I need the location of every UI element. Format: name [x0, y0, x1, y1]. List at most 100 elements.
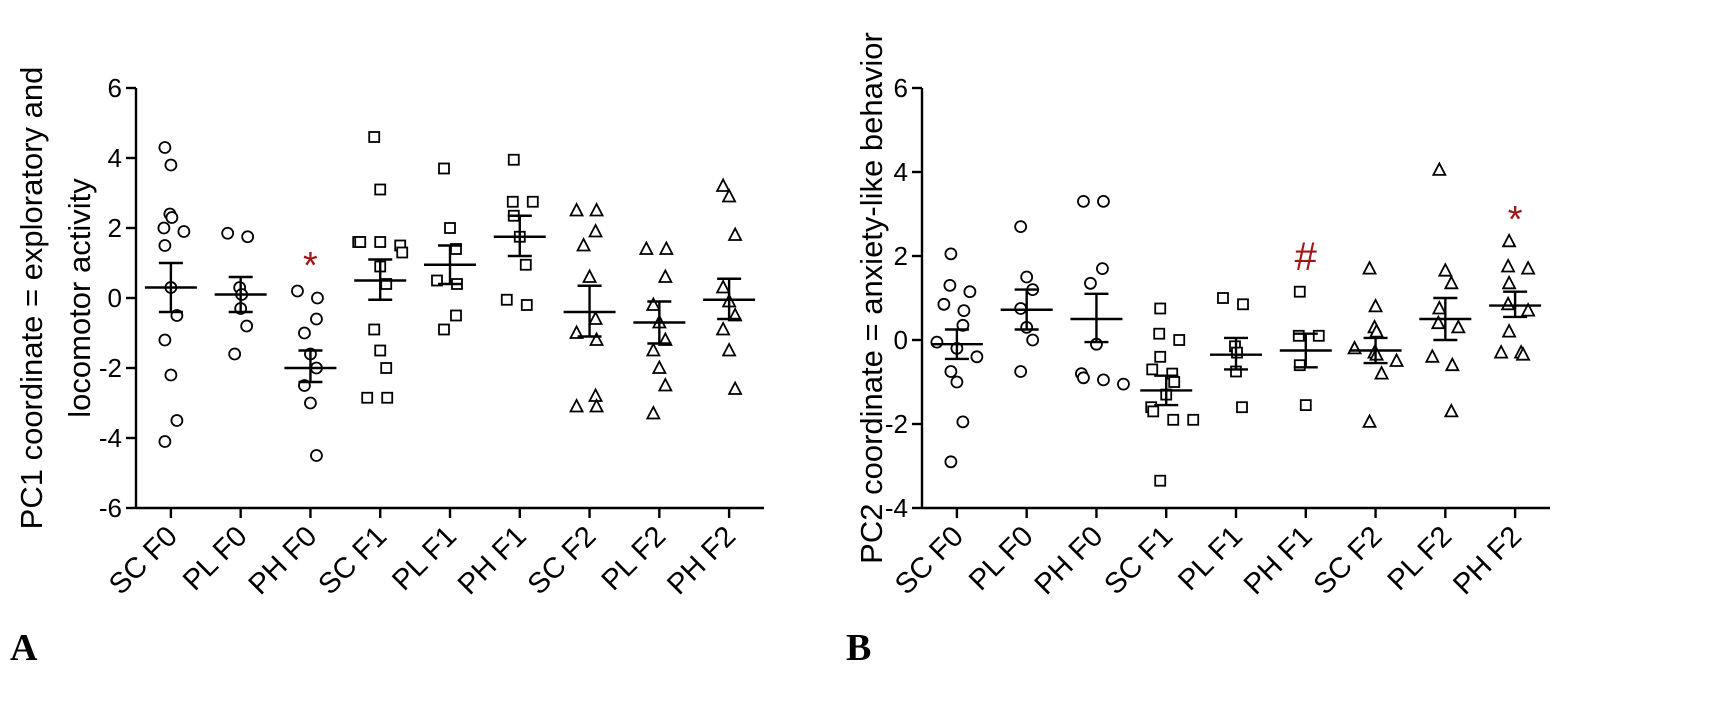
asterisk-annotation: *: [303, 245, 318, 287]
data-point: [1237, 298, 1249, 311]
data-point: [1430, 314, 1446, 330]
data-point: [1299, 399, 1312, 412]
x-tick-label: PL F1: [1172, 520, 1249, 597]
data-point: [374, 344, 387, 357]
hash-annotation: #: [1295, 235, 1318, 279]
data-point: [569, 398, 585, 413]
x-tick-label: PH F1: [452, 520, 533, 601]
x-tick-label: SC F1: [1098, 520, 1179, 601]
data-point: [1443, 402, 1459, 418]
x-tick-label: PL F2: [596, 520, 673, 597]
data-point: [1026, 333, 1040, 347]
data-point: [721, 342, 737, 357]
data-point: [1097, 373, 1110, 387]
data-point: [1501, 274, 1517, 290]
y-tick-label: -4: [99, 423, 122, 453]
data-point: [304, 396, 317, 410]
y-tick-label: -2: [99, 353, 122, 383]
data-point: [588, 387, 604, 402]
data-point: [727, 380, 743, 395]
data-point: [651, 359, 667, 374]
data-point: [221, 226, 235, 240]
data-point: [645, 296, 661, 311]
data-point: [569, 324, 585, 339]
x-tick-label: PH F1: [1238, 520, 1319, 601]
y-axis-title: locomotor activity: [62, 178, 97, 418]
data-point: [177, 225, 191, 238]
data-point: [589, 398, 605, 413]
x-tick-label: PH F0: [243, 520, 324, 601]
data-point: [240, 319, 254, 333]
x-tick-label: SC F0: [889, 520, 970, 601]
data-point: [715, 279, 731, 294]
data-point: [241, 230, 255, 244]
data-point: [576, 237, 592, 252]
panel-label: A: [10, 627, 38, 669]
data-point: [1173, 334, 1186, 346]
data-point: [361, 391, 374, 404]
data-point: [374, 236, 387, 248]
y-tick-label: -2: [885, 409, 908, 439]
data-point: [291, 284, 304, 298]
data-point: [158, 141, 172, 154]
y-tick-label: 4: [108, 143, 122, 173]
data-point: [1444, 356, 1460, 372]
data-point: [381, 391, 394, 404]
y-axis-title: PC1 coordinate = exploratory and: [14, 67, 49, 530]
data-point: [1437, 262, 1453, 277]
data-point: [582, 268, 598, 283]
x-tick-label: PH F0: [1029, 520, 1110, 601]
data-point: [1369, 323, 1385, 338]
data-point: [500, 293, 513, 306]
data-point: [589, 331, 605, 346]
data-point: [158, 435, 172, 448]
data-point: [1168, 376, 1181, 388]
x-tick-label: PL F2: [1382, 520, 1459, 597]
data-point: [1500, 258, 1516, 273]
data-point: [956, 415, 970, 429]
data-point: [1292, 329, 1305, 342]
data-point: [1362, 260, 1378, 275]
data-point: [1515, 346, 1531, 361]
data-point: [957, 304, 971, 318]
data-point: [164, 158, 178, 172]
data-point: [1374, 365, 1390, 380]
y-tick-label: 0: [108, 283, 122, 313]
y-tick-label: 2: [894, 241, 908, 271]
data-point: [1154, 350, 1167, 363]
data-point: [1153, 327, 1166, 340]
data-point: [1431, 161, 1447, 176]
data-point: [1424, 348, 1440, 363]
data-point: [519, 258, 532, 271]
data-point: [1431, 300, 1447, 315]
data-point: [727, 226, 743, 241]
data-point: [520, 299, 533, 311]
data-point: [589, 202, 605, 217]
data-point: [1312, 329, 1325, 342]
data-point: [1077, 371, 1090, 385]
data-point: [170, 414, 184, 427]
data-point: [310, 449, 323, 462]
data-point: [1020, 270, 1034, 284]
data-point: [1096, 262, 1109, 276]
data-point: [721, 188, 737, 203]
y-tick-label: 2: [108, 213, 122, 243]
x-tick-label: PL F0: [963, 520, 1040, 597]
data-point: [354, 236, 367, 248]
x-tick-label: SC F1: [312, 520, 393, 601]
data-point: [1014, 365, 1028, 378]
data-point: [1147, 405, 1160, 418]
y-tick-label: 0: [894, 325, 908, 355]
data-point: [1167, 413, 1180, 426]
data-point: [298, 326, 311, 340]
data-point: [374, 183, 387, 196]
data-point: [950, 375, 964, 389]
data-point: [368, 131, 381, 143]
data-point: [1500, 295, 1516, 311]
data-point: [164, 368, 178, 382]
data-point: [1117, 377, 1130, 391]
data-point: [444, 222, 456, 234]
y-tick-label: 4: [894, 157, 908, 187]
